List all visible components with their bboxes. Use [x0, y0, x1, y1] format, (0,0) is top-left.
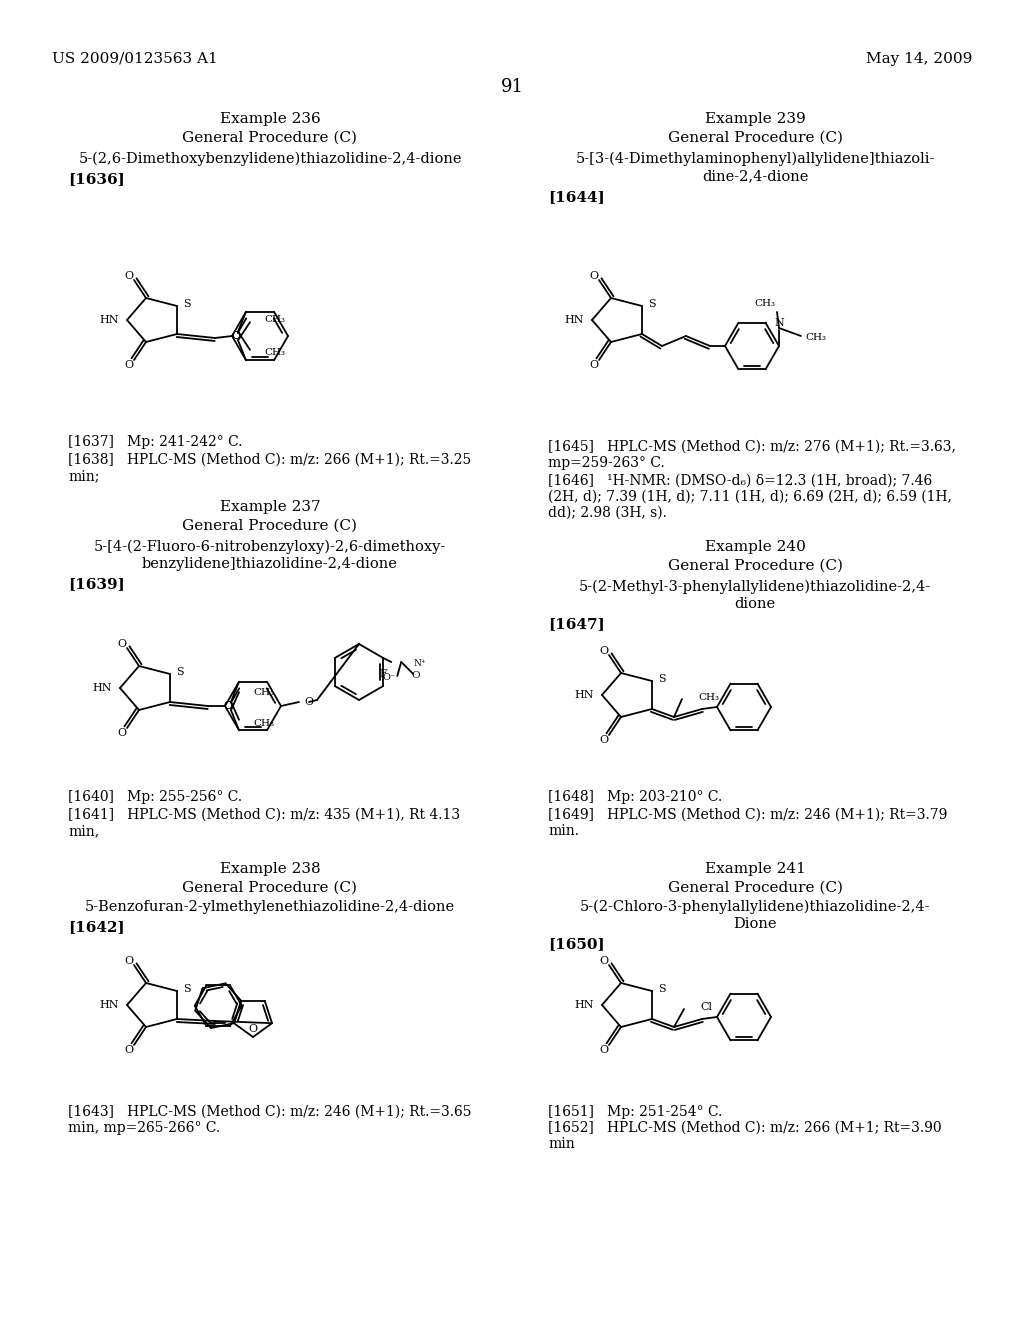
Text: S: S	[658, 675, 666, 684]
Text: General Procedure (C): General Procedure (C)	[668, 558, 843, 573]
Text: [1645]   HPLC-MS (Method C): m/z: 276 (M+1); Rt.=3.63,: [1645] HPLC-MS (Method C): m/z: 276 (M+1…	[548, 440, 955, 454]
Text: CH₃: CH₃	[264, 314, 285, 323]
Text: O: O	[230, 331, 240, 341]
Text: Example 236: Example 236	[219, 112, 321, 125]
Text: May 14, 2009: May 14, 2009	[865, 51, 972, 66]
Text: O: O	[125, 271, 133, 281]
Text: O: O	[599, 1045, 608, 1055]
Text: [1651]   Mp: 251-254° C.: [1651] Mp: 251-254° C.	[548, 1105, 722, 1119]
Text: General Procedure (C): General Procedure (C)	[182, 519, 357, 533]
Text: min.: min.	[548, 824, 579, 838]
Text: dione: dione	[734, 597, 775, 611]
Text: [1647]: [1647]	[548, 616, 605, 631]
Text: CH₃: CH₃	[264, 348, 285, 358]
Text: S: S	[176, 667, 183, 677]
Text: 91: 91	[501, 78, 523, 96]
Text: [1637]   Mp: 241-242° C.: [1637] Mp: 241-242° C.	[68, 436, 243, 449]
Text: HN: HN	[99, 315, 119, 325]
Text: HN: HN	[99, 1001, 119, 1010]
Text: N: N	[774, 318, 784, 327]
Text: 5-Benzofuran-2-ylmethylenethiazolidine-2,4-dione: 5-Benzofuran-2-ylmethylenethiazolidine-2…	[85, 900, 455, 913]
Text: F: F	[379, 669, 387, 678]
Text: O: O	[230, 331, 240, 342]
Text: General Procedure (C): General Procedure (C)	[668, 131, 843, 145]
Text: O: O	[304, 697, 313, 708]
Text: HN: HN	[574, 1001, 594, 1010]
Text: Dione: Dione	[733, 917, 777, 931]
Text: O: O	[249, 1024, 258, 1034]
Text: O: O	[411, 672, 420, 681]
Text: min;: min;	[68, 469, 99, 483]
Text: CH₃: CH₃	[754, 300, 775, 308]
Text: S: S	[648, 300, 655, 309]
Text: O: O	[590, 360, 599, 370]
Text: HN: HN	[564, 315, 584, 325]
Text: [1644]: [1644]	[548, 190, 605, 205]
Text: mp=259-263° C.: mp=259-263° C.	[548, 455, 665, 470]
Text: O: O	[118, 729, 127, 738]
Text: S: S	[183, 300, 190, 309]
Text: O: O	[224, 701, 233, 711]
Text: O: O	[118, 639, 127, 649]
Text: min: min	[548, 1137, 574, 1151]
Text: [1638]   HPLC-MS (Method C): m/z: 266 (M+1); Rt.=3.25: [1638] HPLC-MS (Method C): m/z: 266 (M+1…	[68, 453, 471, 467]
Text: benzylidene]thiazolidine-2,4-dione: benzylidene]thiazolidine-2,4-dione	[142, 557, 398, 572]
Text: N⁺: N⁺	[414, 660, 426, 668]
Text: S: S	[658, 983, 666, 994]
Text: Example 238: Example 238	[220, 862, 321, 876]
Text: [1643]   HPLC-MS (Method C): m/z: 246 (M+1); Rt.=3.65: [1643] HPLC-MS (Method C): m/z: 246 (M+1…	[68, 1105, 471, 1119]
Text: Example 241: Example 241	[705, 862, 806, 876]
Text: [1636]: [1636]	[68, 172, 125, 186]
Text: General Procedure (C): General Procedure (C)	[182, 880, 357, 895]
Text: CH₃: CH₃	[253, 719, 274, 729]
Text: Example 240: Example 240	[705, 540, 806, 554]
Text: Example 237: Example 237	[220, 500, 321, 513]
Text: (2H, d); 7.39 (1H, d); 7.11 (1H, d); 6.69 (2H, d); 6.59 (1H,: (2H, d); 7.39 (1H, d); 7.11 (1H, d); 6.6…	[548, 490, 952, 504]
Text: [1640]   Mp: 255-256° C.: [1640] Mp: 255-256° C.	[68, 789, 242, 804]
Text: 5-(2,6-Dimethoxybenzylidene)thiazolidine-2,4-dione: 5-(2,6-Dimethoxybenzylidene)thiazolidine…	[78, 152, 462, 166]
Text: CH₃: CH₃	[805, 333, 826, 342]
Text: dd); 2.98 (3H, s).: dd); 2.98 (3H, s).	[548, 506, 667, 520]
Text: min, mp=265-266° C.: min, mp=265-266° C.	[68, 1121, 220, 1135]
Text: General Procedure (C): General Procedure (C)	[668, 880, 843, 895]
Text: O: O	[125, 1045, 133, 1055]
Text: [1639]: [1639]	[68, 577, 125, 591]
Text: [1642]: [1642]	[68, 920, 125, 935]
Text: HN: HN	[574, 690, 594, 700]
Text: O⁻: O⁻	[382, 673, 395, 682]
Text: 5-(2-Chloro-3-phenylallylidene)thiazolidine-2,4-: 5-(2-Chloro-3-phenylallylidene)thiazolid…	[580, 900, 930, 915]
Text: Example 239: Example 239	[705, 112, 805, 125]
Text: CH₃: CH₃	[253, 688, 274, 697]
Text: 5-(2-Methyl-3-phenylallylidene)thiazolidine-2,4-: 5-(2-Methyl-3-phenylallylidene)thiazolid…	[579, 579, 931, 594]
Text: O: O	[590, 271, 599, 281]
Text: US 2009/0123563 A1: US 2009/0123563 A1	[52, 51, 218, 66]
Text: O: O	[599, 645, 608, 656]
Text: [1652]   HPLC-MS (Method C): m/z: 266 (M+1; Rt=3.90: [1652] HPLC-MS (Method C): m/z: 266 (M+1…	[548, 1121, 942, 1135]
Text: CH₃: CH₃	[698, 693, 719, 701]
Text: O: O	[599, 735, 608, 744]
Text: S: S	[183, 983, 190, 994]
Text: [1646]   ¹H-NMR: (DMSO-d₆) δ=12.3 (1H, broad); 7.46: [1646] ¹H-NMR: (DMSO-d₆) δ=12.3 (1H, bro…	[548, 474, 932, 488]
Text: HN: HN	[92, 682, 112, 693]
Text: 5-[3-(4-Dimethylaminophenyl)allylidene]thiazoli-: 5-[3-(4-Dimethylaminophenyl)allylidene]t…	[575, 152, 935, 166]
Text: O: O	[125, 360, 133, 370]
Text: General Procedure (C): General Procedure (C)	[182, 131, 357, 145]
Text: [1648]   Mp: 203-210° C.: [1648] Mp: 203-210° C.	[548, 789, 722, 804]
Text: Cl: Cl	[700, 1002, 712, 1012]
Text: [1641]   HPLC-MS (Method C): m/z: 435 (M+1), Rt 4.13: [1641] HPLC-MS (Method C): m/z: 435 (M+1…	[68, 808, 460, 822]
Text: dine-2,4-dione: dine-2,4-dione	[701, 169, 808, 183]
Text: O: O	[125, 956, 133, 966]
Text: O: O	[599, 956, 608, 966]
Text: [1650]: [1650]	[548, 937, 604, 950]
Text: min,: min,	[68, 824, 99, 838]
Text: 5-[4-(2-Fluoro-6-nitrobenzyloxy)-2,6-dimethoxy-: 5-[4-(2-Fluoro-6-nitrobenzyloxy)-2,6-dim…	[94, 540, 446, 554]
Text: [1649]   HPLC-MS (Method C): m/z: 246 (M+1); Rt=3.79: [1649] HPLC-MS (Method C): m/z: 246 (M+1…	[548, 808, 947, 822]
Text: O: O	[224, 701, 233, 710]
